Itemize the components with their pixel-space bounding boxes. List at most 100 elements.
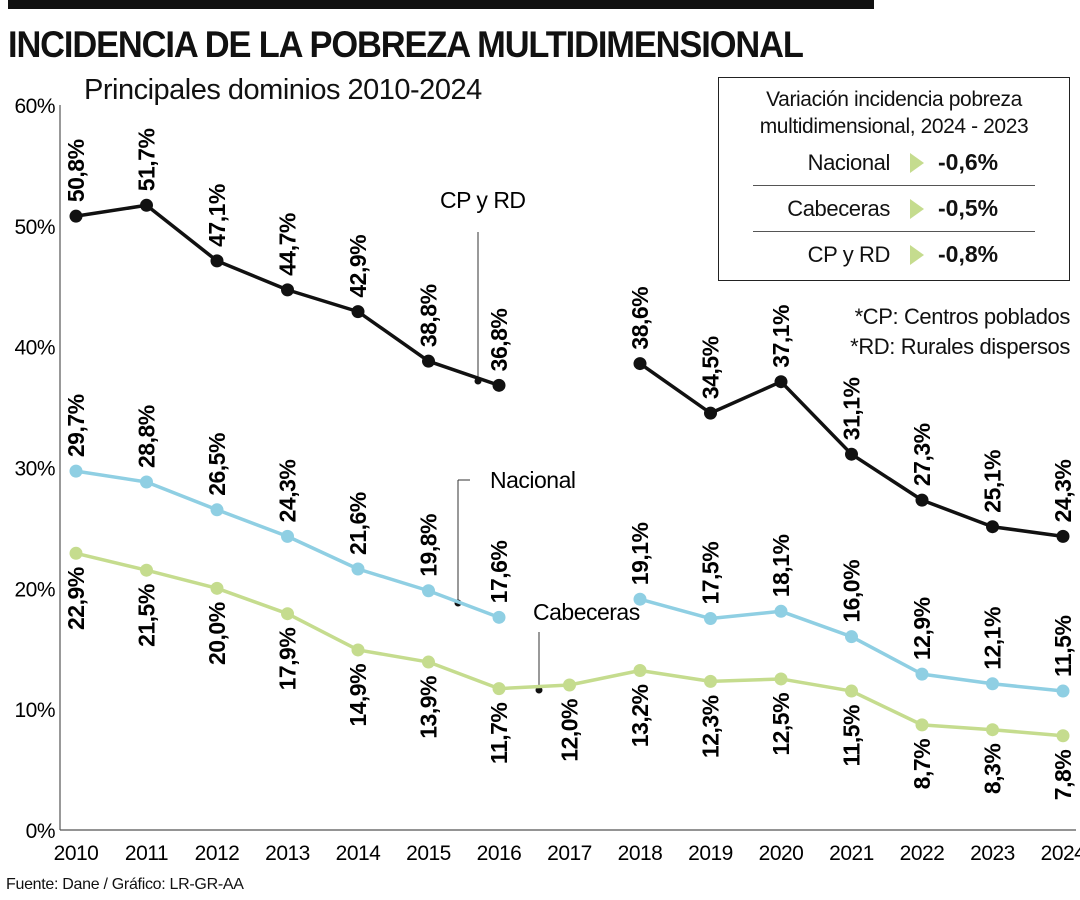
variation-label: CP y RD	[807, 241, 891, 267]
data-label-cp-y-rd: 36,8%	[486, 309, 512, 372]
variation-value: -0,8%	[938, 241, 999, 267]
variation-row-nacional: Nacional -0,6%	[753, 140, 1035, 186]
footnotes: *CP: Centros poblados *RD: Rurales dispe…	[850, 302, 1070, 362]
data-point-nacional	[774, 604, 788, 618]
data-label-nacional: 21,6%	[345, 492, 371, 555]
variation-value: -0,6%	[938, 149, 999, 175]
y-tick-label: 50%	[14, 216, 55, 239]
data-label-nacional: 16,0%	[839, 560, 865, 623]
data-point-cabeceras	[422, 655, 435, 669]
variation-row-cabeceras: Cabeceras -0,5%	[753, 186, 1035, 232]
data-point-nacional	[422, 584, 435, 598]
data-point-cabeceras	[69, 546, 83, 560]
variation-label: Nacional	[807, 149, 891, 175]
x-tick-label: 2018	[618, 842, 663, 865]
data-point-cabeceras	[210, 581, 224, 595]
data-label-cp-y-rd: 50,8%	[63, 139, 89, 202]
data-point-nacional	[69, 464, 83, 478]
data-point-cabeceras	[633, 664, 647, 677]
data-point-cabeceras	[492, 682, 506, 696]
data-label-cp-y-rd: 24,3%	[1050, 460, 1076, 523]
variation-box: Variación incidencia pobreza multidimens…	[718, 77, 1070, 281]
data-label-cp-y-rd: 25,1%	[980, 450, 1006, 513]
y-tick-label: 40%	[14, 337, 55, 360]
data-point-cp-y-rd	[210, 254, 224, 268]
data-label-cabeceras: 8,7%	[909, 739, 935, 789]
data-point-cabeceras	[1056, 729, 1070, 743]
data-point-cabeceras	[774, 672, 788, 686]
data-point-cabeceras	[563, 678, 576, 692]
data-point-nacional	[704, 612, 717, 626]
data-point-nacional	[281, 529, 294, 543]
data-label-cp-y-rd: 38,6%	[627, 287, 653, 350]
variation-title-line2: multidimensional, 2024 - 2023	[759, 115, 1029, 138]
data-point-cp-y-rd	[422, 354, 435, 368]
data-label-nacional: 24,3%	[275, 460, 301, 523]
data-label-cp-y-rd: 47,1%	[204, 184, 230, 247]
data-label-nacional: 12,1%	[980, 607, 1006, 670]
data-point-nacional	[915, 667, 929, 681]
x-tick-label: 2016	[477, 842, 522, 865]
data-label-nacional: 12,9%	[909, 597, 935, 660]
data-point-cp-y-rd	[351, 305, 365, 319]
series-label-nacional: Nacional	[490, 467, 576, 493]
data-point-cabeceras	[140, 563, 153, 577]
x-tick-label: 2017	[547, 842, 592, 865]
data-label-nacional: 11,5%	[1050, 616, 1076, 677]
data-point-cp-y-rd	[281, 283, 294, 297]
data-point-nacional	[845, 630, 858, 644]
data-label-cabeceras: 13,2%	[627, 684, 653, 747]
data-point-nacional	[986, 677, 999, 691]
x-tick-label: 2019	[688, 842, 733, 865]
data-point-cp-y-rd	[774, 375, 788, 389]
y-tick-label: 60%	[14, 95, 55, 118]
data-label-cp-y-rd: 44,7%	[275, 213, 301, 276]
data-point-cabeceras	[281, 607, 294, 621]
data-point-cp-y-rd	[704, 406, 717, 420]
source-note: Fuente: Dane / Gráfico: LR-GR-AA	[6, 876, 244, 893]
x-tick-label: 2010	[54, 842, 99, 865]
x-tick-label: 2013	[265, 842, 310, 865]
x-tick-label: 2020	[759, 842, 804, 865]
data-point-cabeceras	[845, 684, 858, 698]
data-point-cp-y-rd	[492, 378, 506, 392]
x-tick-label: 2011	[125, 842, 168, 865]
chart-title: INCIDENCIA DE LA POBREZA MULTIDIMENSIONA…	[8, 24, 804, 65]
y-tick-label: 10%	[14, 699, 55, 722]
variation-row-cp-rd: CP y RD -0,8%	[753, 232, 1035, 277]
data-label-cabeceras: 12,5%	[768, 693, 794, 756]
data-point-cp-y-rd	[633, 357, 647, 371]
y-tick-label: 0%	[26, 820, 55, 843]
data-point-cp-y-rd	[986, 520, 999, 534]
data-label-cabeceras: 8,3%	[980, 744, 1006, 794]
variation-label: Cabeceras	[787, 195, 890, 221]
x-tick-label: 2012	[195, 842, 240, 865]
triangle-right-icon	[910, 244, 924, 265]
data-label-nacional: 17,6%	[486, 541, 512, 604]
data-point-nacional	[140, 475, 153, 489]
note-rd: *RD: Rurales dispersos	[850, 334, 1070, 359]
note-cp: *CP: Centros poblados	[854, 304, 1071, 329]
data-label-cabeceras: 14,9%	[345, 664, 371, 727]
x-tick-label: 2023	[970, 842, 1015, 865]
data-point-cp-y-rd	[69, 209, 83, 223]
data-point-cp-y-rd	[140, 198, 153, 212]
data-label-cabeceras: 12,0%	[557, 699, 583, 762]
data-point-cabeceras	[915, 718, 929, 732]
data-point-cp-y-rd	[845, 447, 858, 461]
data-label-cabeceras: 12,3%	[698, 695, 724, 758]
data-point-cabeceras	[351, 643, 365, 657]
data-label-nacional: 29,7%	[63, 394, 89, 457]
variation-value: -0,5%	[938, 195, 999, 221]
variation-title-line1: Variación incidencia pobreza	[766, 88, 1022, 111]
y-tick-label: 30%	[14, 458, 55, 481]
data-label-cp-y-rd: 27,3%	[909, 423, 935, 486]
x-tick-label: 2014	[336, 842, 382, 865]
data-point-nacional	[633, 592, 647, 606]
x-tick-label: 2024	[1041, 842, 1080, 865]
data-point-nacional	[351, 562, 365, 576]
data-label-cabeceras: 13,9%	[416, 676, 442, 739]
data-label-cabeceras: 20,0%	[204, 602, 230, 665]
y-tick-label: 20%	[14, 578, 55, 601]
